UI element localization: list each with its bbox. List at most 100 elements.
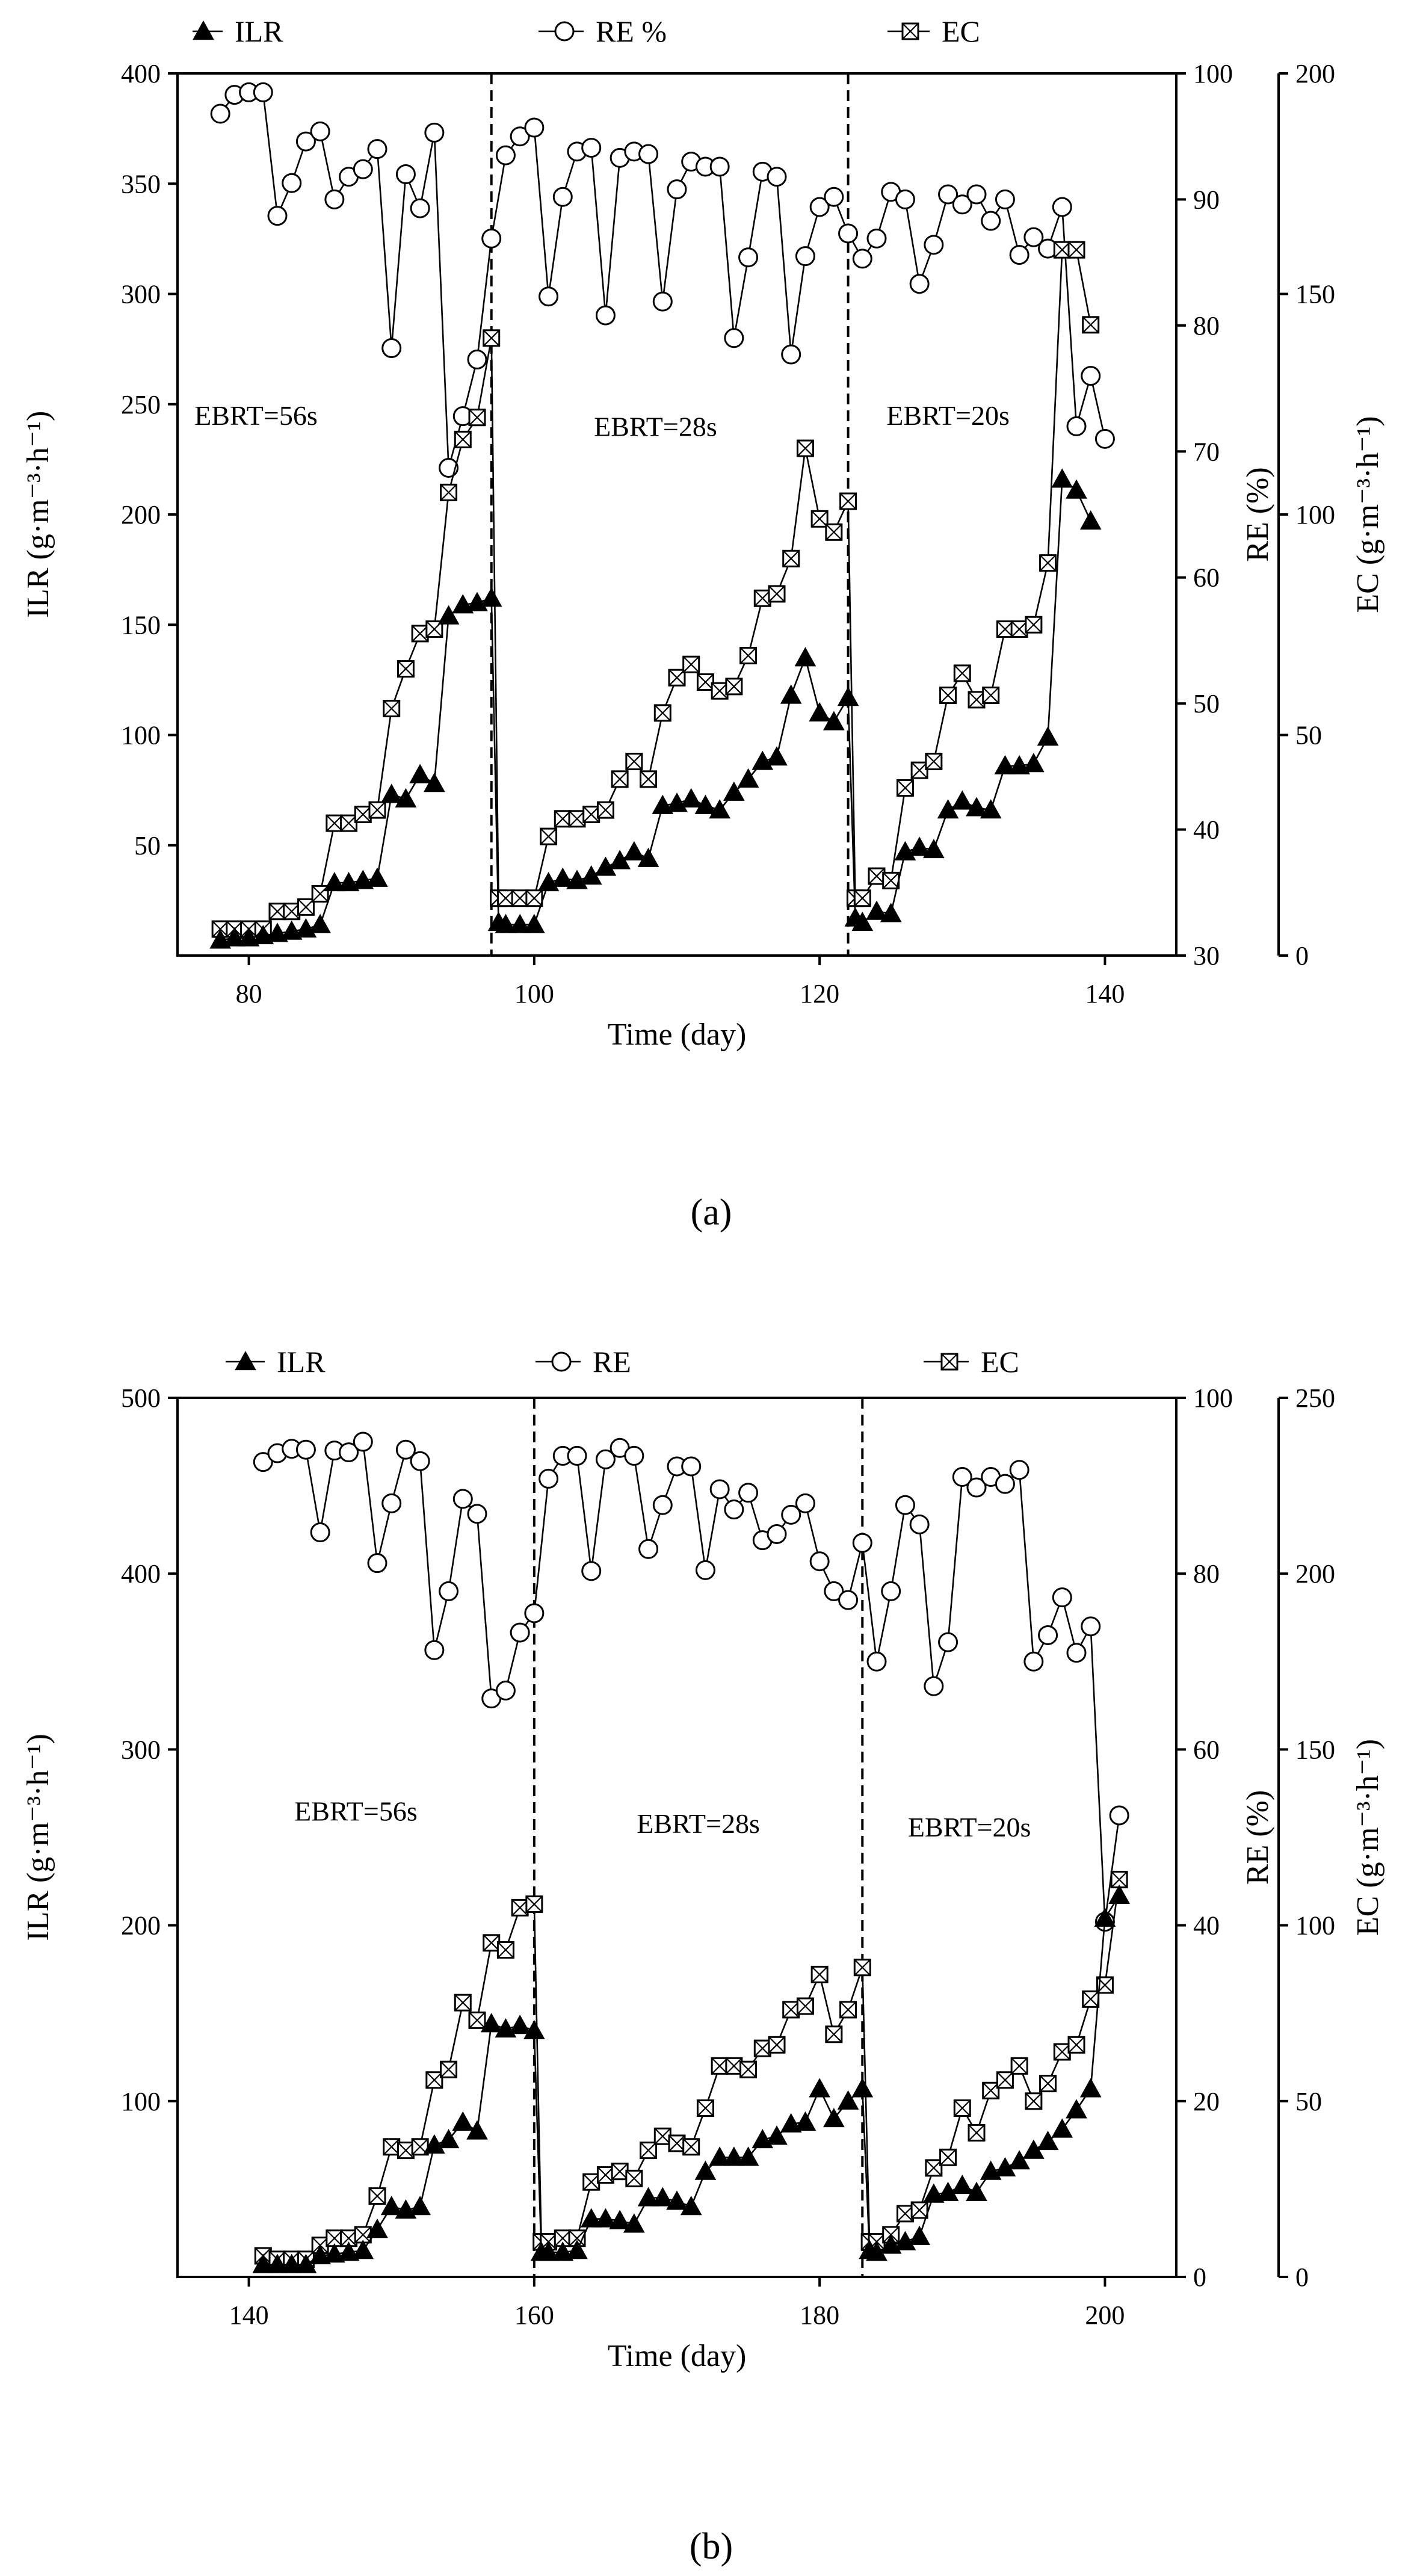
re-tick-label: 20 <box>1193 2087 1220 2116</box>
ec-point <box>682 2138 700 2156</box>
ec-point-cross <box>1082 317 1099 333</box>
ilr-point <box>409 2196 431 2216</box>
ec-tick-label: 100 <box>1295 500 1335 530</box>
ec-point-cross <box>1011 620 1028 638</box>
re-point <box>966 184 987 205</box>
re-point <box>995 189 1015 209</box>
ec-point <box>696 673 714 691</box>
re-point <box>995 1474 1015 1494</box>
ilr-point <box>252 2253 274 2273</box>
re-point <box>539 1468 559 1489</box>
re-point <box>395 164 416 185</box>
ec-point-cross <box>269 903 286 920</box>
re-series <box>253 1432 1129 1932</box>
ilr-point <box>1023 753 1045 773</box>
ec-point-cross <box>582 806 600 823</box>
ilr-point <box>794 2111 816 2131</box>
ec-point-cross <box>326 815 343 832</box>
ec-point <box>611 770 629 788</box>
re-point <box>210 103 230 124</box>
re-point <box>895 1495 915 1515</box>
phase-label: EBRT=28s <box>594 411 717 442</box>
re-point <box>267 206 288 226</box>
ec-point <box>1067 241 1085 259</box>
ec-point-cross <box>968 2124 985 2142</box>
ec-point <box>383 700 401 718</box>
re-point <box>638 144 659 164</box>
ec-point-cross <box>483 330 500 347</box>
panel-b-label: (b) <box>690 2526 733 2567</box>
ilr-point <box>966 797 987 817</box>
legend-label: ILR <box>235 14 283 48</box>
re-point <box>909 1514 930 1534</box>
ec-point-cross <box>939 2149 957 2166</box>
ec-point <box>425 620 443 638</box>
ilr-point <box>637 2187 659 2207</box>
ec-point <box>1110 1871 1128 1889</box>
legend-label: RE % <box>596 14 667 48</box>
re-point <box>539 286 559 307</box>
ec-point-cross <box>739 647 757 664</box>
ec-axis-title: EC (g·m⁻³·h⁻¹) <box>1351 1739 1385 1936</box>
ilr-point <box>280 2253 303 2273</box>
ilr-point <box>980 799 1002 819</box>
re-point <box>467 1504 487 1524</box>
ilr-point <box>851 911 874 931</box>
ec-point-cross <box>826 524 842 541</box>
re-point <box>866 1651 887 1672</box>
re-point <box>253 82 273 102</box>
legend-label: RE <box>593 1345 631 1379</box>
ilr-point <box>794 647 816 667</box>
ec-point <box>810 1965 829 1983</box>
re-point <box>581 138 602 158</box>
ilr-point <box>1037 726 1059 746</box>
ec-point-cross <box>826 2025 842 2043</box>
ec-point <box>1053 2043 1071 2061</box>
ec-point-cross <box>697 673 714 691</box>
ec-point-cross <box>454 1994 472 2011</box>
ec-point <box>483 1934 501 1952</box>
ec-point-cross <box>597 802 614 818</box>
panel-b: 140 160 180 200 100 200 300 400 500 0 20 40 60 80 100 0… <box>21 1345 1385 2373</box>
ilr-point <box>823 2107 845 2128</box>
ec-point-cross <box>440 484 457 501</box>
ilr-point <box>809 2078 830 2098</box>
ilr-point <box>366 2219 388 2238</box>
ec-point <box>825 523 843 541</box>
re-tick-label: 70 <box>1193 437 1220 466</box>
ec-point-cross <box>797 440 814 457</box>
re-point <box>424 122 445 143</box>
ilr-point <box>1066 479 1087 499</box>
ec-point-cross <box>726 678 742 695</box>
ilr-point <box>923 2183 945 2203</box>
legend-marker <box>193 20 214 40</box>
ilr-point <box>309 913 331 933</box>
ec-point-cross <box>982 687 999 704</box>
ec-point-cross <box>283 903 300 920</box>
ilr-point <box>594 2208 617 2228</box>
ec-point <box>611 2163 629 2181</box>
re-point <box>981 211 1001 231</box>
re-point <box>695 1560 715 1580</box>
ec-point <box>953 2099 971 2117</box>
ec-point-cross <box>511 1899 528 1917</box>
ec-point-cross <box>412 625 428 642</box>
ilr-point <box>267 2253 288 2273</box>
ec-point <box>397 2142 415 2160</box>
ec-point-cross <box>654 2128 671 2145</box>
ec-point <box>383 2138 401 2156</box>
re-point <box>552 187 573 207</box>
ilr-point <box>224 927 245 947</box>
ec-point-cross <box>354 806 372 823</box>
ec-point-cross <box>925 753 942 770</box>
x-tick-label: 180 <box>800 2300 839 2330</box>
plot-frame <box>176 1397 1178 2278</box>
re-point <box>1009 245 1029 265</box>
re-point <box>495 145 516 165</box>
ec-point <box>525 889 543 907</box>
ilr-point <box>424 773 445 792</box>
ilr-point <box>766 746 788 766</box>
ec-point <box>454 430 472 448</box>
ec-point-cross <box>897 2205 914 2222</box>
ec-point <box>839 492 857 510</box>
